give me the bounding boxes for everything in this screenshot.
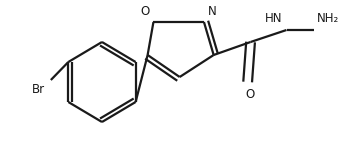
Text: O: O bbox=[140, 5, 149, 18]
Text: HN: HN bbox=[265, 12, 282, 25]
Text: O: O bbox=[245, 88, 254, 101]
Text: Br: Br bbox=[32, 83, 45, 96]
Text: N: N bbox=[208, 5, 216, 18]
Text: NH₂: NH₂ bbox=[317, 12, 339, 25]
